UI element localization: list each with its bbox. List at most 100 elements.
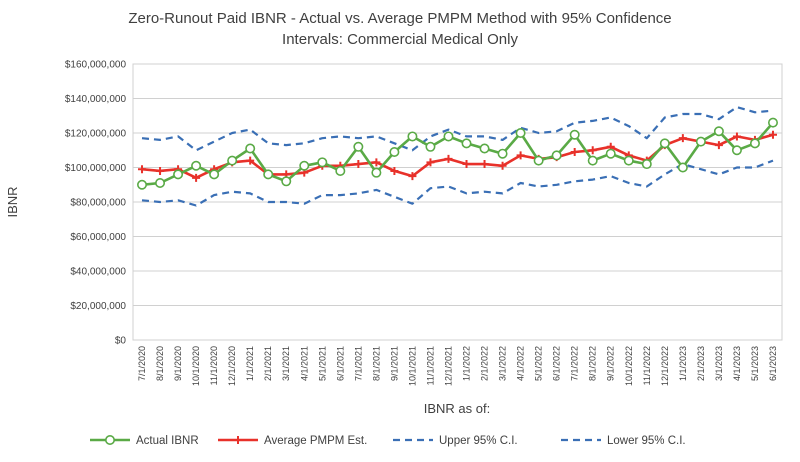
x-tick-label: 2/1/2023 (696, 346, 706, 381)
data-point-actual (767, 117, 778, 128)
x-tick-label: 7/1/2021 (353, 346, 363, 381)
data-point-actual (137, 179, 148, 190)
data-point-average (678, 134, 687, 143)
plot-area: $0 $20,000,000 $40,000,000 $60,000,000 $80,0… (65, 60, 782, 386)
data-point-average (408, 172, 417, 181)
chart-title-line2: Intervals: Commercial Medical Only (282, 31, 518, 48)
x-tick-label: 6/1/2023 (768, 346, 778, 381)
legend-label: Average PMPM Est. (264, 435, 367, 447)
data-point-actual (281, 176, 292, 187)
legend-marker (234, 436, 242, 444)
data-point-actual (443, 131, 454, 142)
x-tick-label: 2/1/2021 (263, 346, 273, 381)
data-point-average (246, 156, 255, 165)
x-tick-label: 3/1/2022 (498, 346, 508, 381)
x-tick-label: 6/1/2021 (335, 346, 345, 381)
x-tick-label: 8/1/2021 (371, 346, 381, 381)
y-tick-label: $40,000,000 (70, 267, 126, 278)
x-tick-label: 11/1/2021 (425, 346, 435, 385)
x-tick-label: 12/1/2021 (443, 346, 453, 386)
x-tick-label: 11/1/2022 (642, 346, 652, 385)
data-point-actual (641, 159, 652, 170)
legend-label: Actual IBNR (136, 435, 199, 447)
data-point-actual (407, 131, 418, 142)
x-tick-label: 10/1/2020 (191, 346, 201, 386)
data-point-actual (749, 138, 760, 149)
x-tick-label: 5/1/2022 (534, 346, 544, 381)
x-tick-label: 7/1/2022 (570, 346, 580, 381)
data-point-actual (497, 148, 508, 159)
data-point-actual (425, 141, 436, 152)
x-tick-label: 8/1/2022 (588, 346, 598, 381)
data-point-average (570, 147, 579, 156)
data-point-actual (731, 145, 742, 156)
data-point-actual (659, 138, 670, 149)
data-point-actual (371, 167, 382, 178)
data-point-actual (173, 169, 184, 180)
y-tick-label: $120,000,000 (65, 129, 127, 140)
data-point-average (192, 173, 201, 182)
data-point-actual (569, 129, 580, 140)
y-tick-label: $60,000,000 (70, 232, 126, 243)
x-tick-label: 4/1/2022 (516, 346, 526, 381)
y-tick-label: $100,000,000 (65, 163, 127, 174)
data-point-average (372, 158, 381, 167)
data-point-actual (479, 143, 490, 154)
data-point-actual (605, 148, 616, 159)
data-point-actual (155, 178, 166, 189)
x-tick-label: 12/1/2022 (660, 346, 670, 386)
x-tick-label: 5/1/2021 (317, 346, 327, 381)
data-point-actual (209, 169, 220, 180)
x-tick-label: 10/1/2022 (624, 346, 634, 386)
data-point-average (156, 166, 165, 175)
data-point-actual (551, 150, 562, 161)
y-axis-label: IBNR (5, 186, 20, 217)
x-tick-label: 12/1/2020 (227, 346, 237, 386)
y-tick-label: $80,000,000 (70, 198, 126, 209)
plot-border (132, 63, 783, 341)
data-point-average (516, 151, 525, 160)
x-axis-label: IBNR as of: (424, 401, 490, 416)
legend-marker (105, 434, 116, 445)
data-point-average (462, 160, 471, 169)
data-point-actual (335, 165, 346, 176)
data-point-actual (263, 169, 274, 180)
x-tick-label: 9/1/2022 (606, 346, 616, 381)
x-tick-label: 3/1/2021 (281, 346, 291, 381)
data-point-average (714, 141, 723, 150)
x-tick-label: 4/1/2021 (299, 346, 309, 381)
data-point-actual (353, 141, 364, 152)
x-tick-label: 9/1/2021 (389, 346, 399, 381)
series-line-2 (141, 105, 774, 152)
data-point-actual (515, 128, 526, 139)
x-tick-label: 6/1/2022 (552, 346, 562, 381)
data-point-actual (461, 138, 472, 149)
data-point-average (390, 166, 399, 175)
data-point-actual (389, 146, 400, 157)
data-point-actual (299, 160, 310, 171)
x-tick-label: 7/1/2020 (137, 346, 147, 381)
data-point-actual (533, 155, 544, 166)
data-point-average (768, 130, 777, 139)
data-point-average (588, 146, 597, 155)
series-line-3 (141, 159, 774, 207)
data-point-average (138, 165, 147, 174)
data-point-actual (191, 160, 202, 171)
x-tick-label: 3/1/2023 (714, 346, 724, 381)
data-point-actual (677, 162, 688, 173)
data-point-average (498, 161, 507, 170)
x-tick-label: 1/1/2022 (462, 346, 472, 381)
y-tick-label: $0 (115, 336, 127, 347)
data-point-actual (695, 136, 706, 147)
data-point-average (426, 158, 435, 167)
y-tick-label: $160,000,000 (65, 60, 127, 71)
data-point-average (354, 160, 363, 169)
x-tick-label: 2/1/2022 (480, 346, 490, 381)
data-point-actual (713, 126, 724, 137)
legend: Actual IBNR Average PMPM Est. Upper 95% C.… (90, 434, 686, 447)
legend-label: Lower 95% C.I. (607, 435, 686, 447)
x-tick-label: 5/1/2023 (750, 346, 760, 381)
data-point-average (732, 132, 741, 141)
x-tick-label: 1/1/2023 (678, 346, 688, 381)
